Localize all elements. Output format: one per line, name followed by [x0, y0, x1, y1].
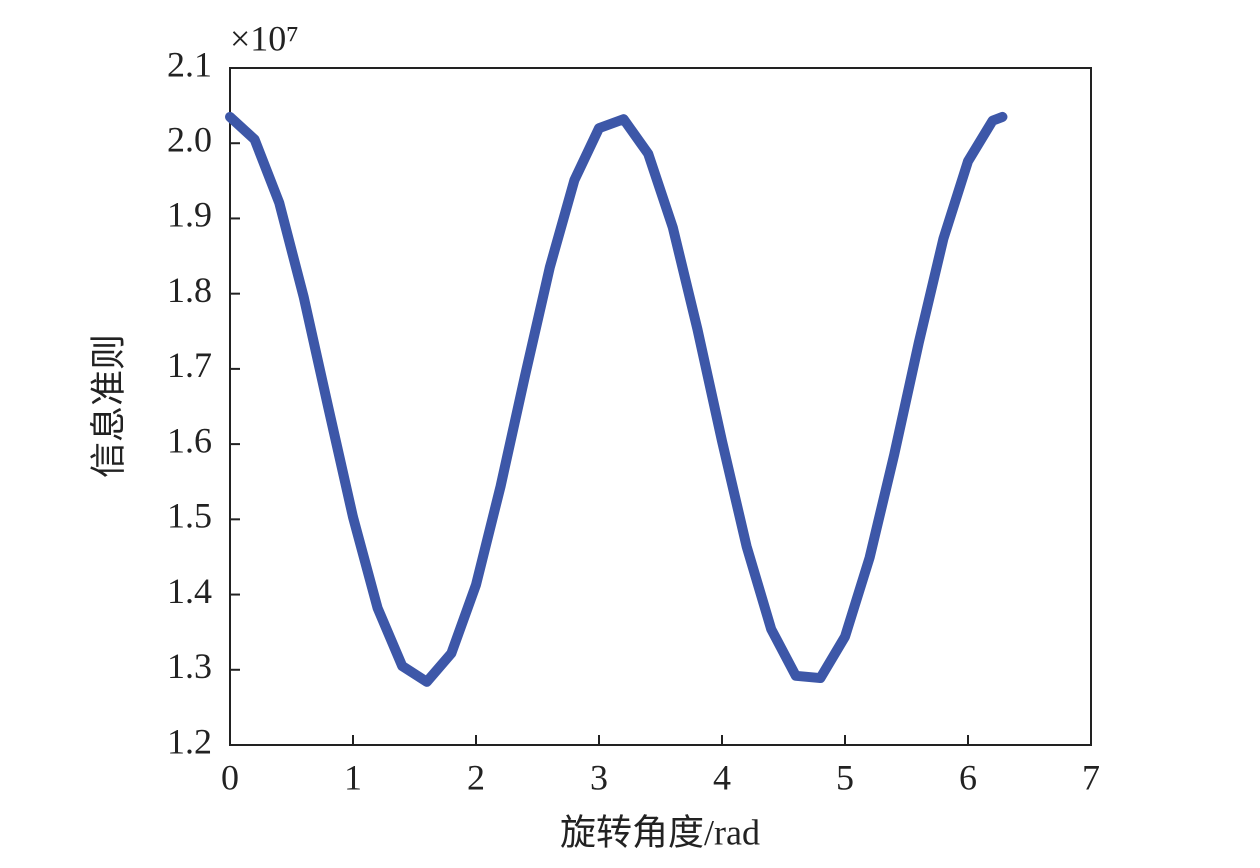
x-axis-label: 旋转角度/rad: [560, 812, 760, 852]
data-line: [225, 111, 1008, 687]
y-tick-label: 1.4: [167, 571, 212, 611]
y-tick-label: 1.2: [167, 721, 212, 761]
plot-frame: [229, 67, 1092, 746]
x-tick-label: 3: [590, 757, 608, 797]
x-tick-label: 5: [836, 757, 854, 797]
y-tick-label: 1.3: [167, 646, 212, 686]
x-tick-label: 2: [467, 757, 485, 797]
y-tick-label: 1.5: [167, 496, 212, 536]
y-tick-label: 1.6: [167, 420, 212, 460]
y-axis-label: 信息准则: [88, 334, 128, 478]
y-multiplier: ×10⁷: [230, 18, 299, 58]
x-tick-label: 7: [1082, 757, 1100, 797]
x-tick-label: 4: [713, 757, 731, 797]
y-tick-label: 1.7: [167, 345, 212, 385]
y-tick-label: 2.1: [167, 44, 212, 84]
x-tick-label: 1: [344, 757, 362, 797]
y-tick-label: 1.9: [167, 195, 212, 235]
x-tick-label: 6: [959, 757, 977, 797]
y-tick-label: 1.8: [167, 270, 212, 310]
y-tick-label: 2.0: [167, 119, 212, 159]
x-tick-label: 0: [221, 757, 239, 797]
